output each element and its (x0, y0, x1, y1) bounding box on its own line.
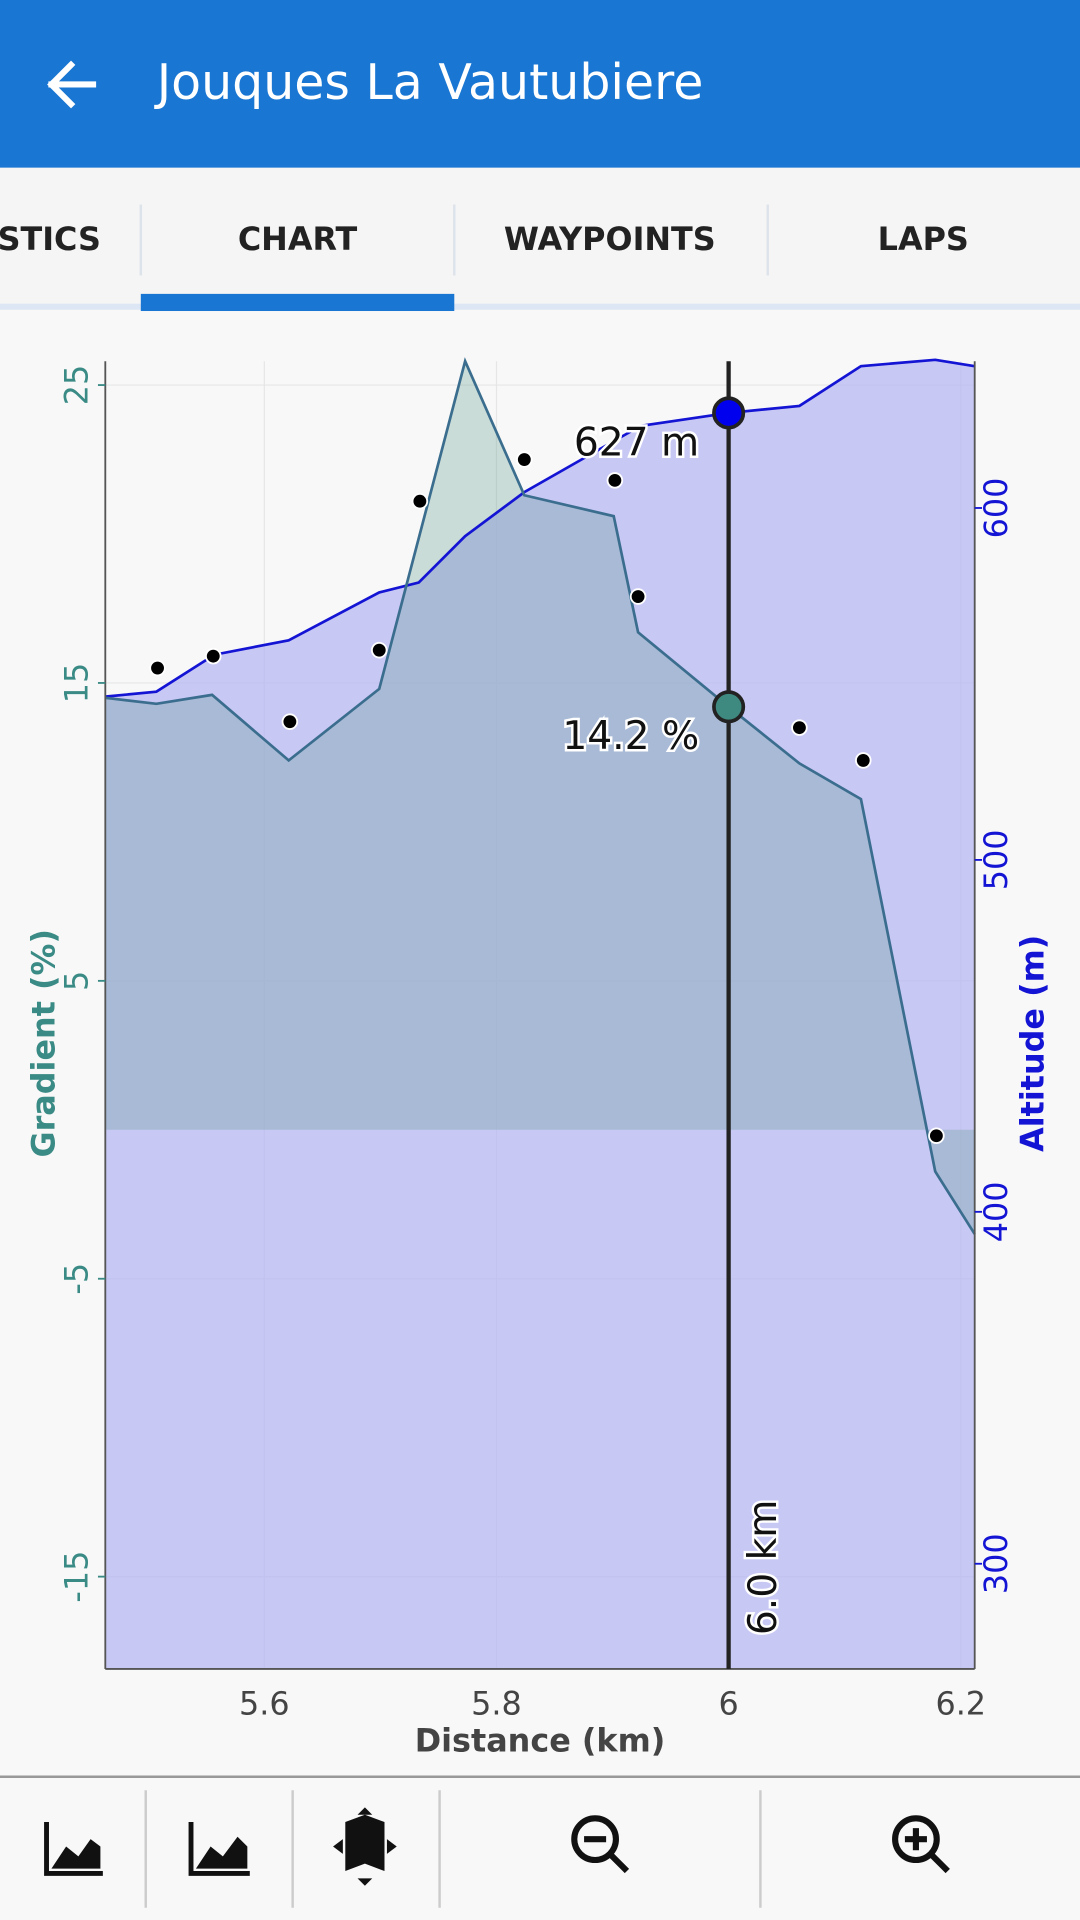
cursor-label: 14.2 % (562, 714, 699, 759)
tab[interactable]: CHART (238, 220, 358, 258)
data-point (928, 1127, 945, 1145)
y2-axis-title: Altitude (m) (1014, 935, 1052, 1152)
chart: 627 m 14.2 % 6.0 km 5.6 5.8 6 6.2 25 15 5 -5 -15 600… (24, 357, 1052, 1759)
tab-separators (139, 204, 769, 276)
tab-indicator (140, 293, 455, 312)
icon (188, 1822, 250, 1876)
y-tick-label: 25 (57, 365, 95, 406)
back-arrow (47, 60, 97, 109)
fit-button[interactable] (333, 1807, 397, 1886)
y2-tick-label: 300 (977, 1533, 1015, 1594)
back-button[interactable] (47, 60, 97, 109)
y-tick-label: 5 (57, 971, 95, 991)
y2-tick-label: 400 (977, 1181, 1015, 1242)
data-point (411, 492, 429, 510)
x-tick-label: 6 (718, 1685, 738, 1723)
app-bar (0, 0, 1080, 168)
app-title: Jouques La Vautubiere (154, 54, 704, 111)
icon (584, 1836, 630, 1874)
x-tick-label: 6.2 (935, 1685, 986, 1723)
y-tick-label: 15 (57, 663, 95, 704)
zoom-in-button[interactable] (892, 1815, 950, 1874)
y2-tick-label: 600 (977, 478, 1015, 539)
tab[interactable]: WAYPOINTS (504, 220, 716, 258)
x-axis-title: Distance (km) (415, 1721, 666, 1759)
data-point (854, 752, 872, 769)
data-point (281, 713, 299, 730)
data-point (204, 647, 222, 665)
x-tick-label: 5.8 (471, 1685, 522, 1723)
area (105, 361, 975, 1235)
data-point (791, 719, 808, 736)
chart-settings-button[interactable] (44, 1822, 103, 1876)
data-point (516, 451, 533, 468)
icon (333, 1807, 397, 1886)
cursor-marker (712, 396, 746, 430)
icon (571, 1815, 619, 1864)
cursor-label: 6.0 km (741, 1500, 786, 1636)
chart-pan-button[interactable] (188, 1822, 250, 1876)
y-tick-label: -15 (57, 1551, 95, 1603)
tab[interactable]: STICS (0, 220, 101, 258)
x-tick-label: 5.6 (239, 1685, 290, 1723)
icon (44, 1822, 103, 1876)
line (105, 357, 976, 1235)
toolbar-separators (144, 1790, 762, 1908)
tab-underline (0, 303, 1080, 310)
y2-tick-label: 500 (977, 830, 1015, 891)
icon (892, 1815, 940, 1864)
tab-bar (0, 167, 1080, 309)
data-point (629, 588, 647, 605)
zoom-out-button[interactable] (571, 1815, 630, 1874)
icon (904, 1828, 950, 1874)
line (105, 358, 975, 698)
y-tick-label: -5 (57, 1263, 95, 1295)
data-point (149, 659, 166, 677)
tab[interactable]: LAPS (878, 220, 969, 258)
area (105, 359, 975, 1669)
y-axis-title: Gradient (%) (24, 929, 62, 1158)
cursor-marker (712, 690, 746, 724)
data-point (370, 641, 388, 659)
cursor-label: 627 m (574, 420, 699, 465)
data-point (606, 472, 624, 489)
